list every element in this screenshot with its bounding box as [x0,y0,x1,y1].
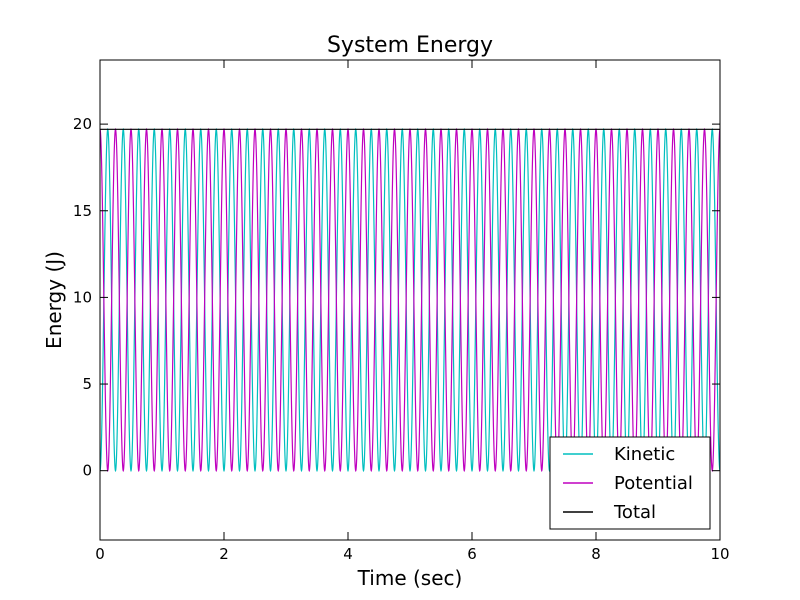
x-axis-label: Time (sec) [357,566,463,590]
x-tick-label: 2 [219,545,229,563]
y-tick-label: 5 [82,375,92,393]
x-tick-label: 6 [467,545,477,563]
legend-label-kinetic: Kinetic [614,444,675,465]
legend-items: Kinetic Potential Total [563,444,693,523]
chart-title: System Energy [327,33,493,58]
legend-label-potential: Potential [614,473,693,494]
x-tick-label: 4 [343,545,353,563]
y-tick-label: 10 [73,288,92,306]
plot-area: 0 2 4 6 8 10 0 5 10 15 20 [73,59,730,563]
ticks-layer: 0 2 4 6 8 10 0 5 10 15 20 [73,60,730,563]
y-tick-label: 0 [82,462,92,480]
y-axis-label: Energy (J) [42,251,66,349]
y-tick-label: 15 [73,202,92,220]
x-tick-label: 10 [710,545,729,563]
legend-label-total: Total [613,502,656,523]
x-tick-label: 0 [95,545,105,563]
y-tick-label: 20 [73,115,92,133]
series-layer [100,127,720,473]
legend: Kinetic Potential Total [549,436,711,530]
plot-frame [99,59,721,541]
series-kinetic-line [100,127,720,473]
x-tick-label: 8 [591,545,601,563]
